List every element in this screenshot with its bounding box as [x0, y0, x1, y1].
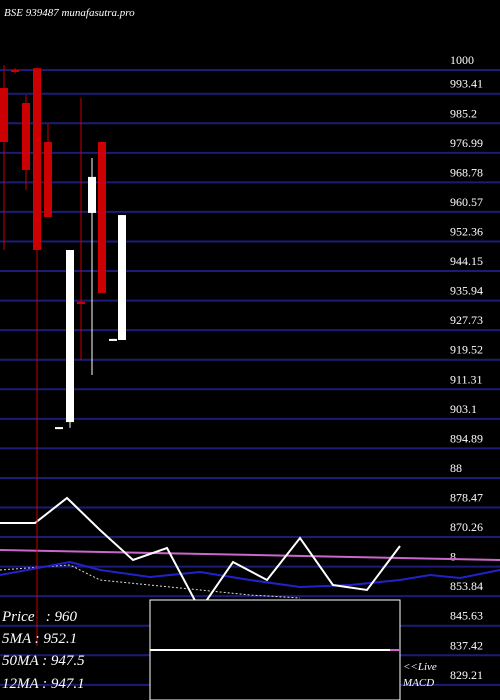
y-tick-label: 960.57: [450, 195, 483, 209]
y-tick-label: 829.21: [450, 668, 483, 682]
macd-label: <<Live: [403, 661, 437, 673]
candle-body: [77, 301, 85, 304]
annotation: Price : 960: [1, 609, 77, 625]
annotation: 50MA : 947.5: [2, 653, 85, 669]
y-tick-label: 870.26: [450, 520, 483, 534]
y-tick-label: 878.47: [450, 491, 483, 505]
y-tick-label: 927.73: [450, 313, 483, 327]
candle-body: [33, 68, 41, 250]
macd-label: MACD: [402, 677, 434, 689]
indicator-line: [0, 564, 301, 599]
y-tick-label: 944.15: [450, 254, 483, 268]
candle-body: [118, 215, 126, 340]
candle-body: [66, 249, 74, 423]
y-tick-label: 1000: [450, 53, 474, 67]
y-tick-label: 919.52: [450, 343, 483, 357]
y-tick-label: 993.41: [450, 77, 483, 91]
candle-body: [55, 427, 63, 430]
candle-body: [98, 141, 106, 293]
y-tick-label: 903.1: [450, 402, 477, 416]
y-tick-label: 968.78: [450, 165, 483, 179]
candle-body: [109, 338, 117, 341]
candle-body: [0, 87, 8, 142]
candle-body: [88, 176, 96, 213]
y-tick-label: 8: [450, 550, 456, 564]
y-tick-label: 88: [450, 461, 462, 475]
annotation: 5MA : 952.1: [2, 631, 77, 647]
y-tick-label: 911.31: [450, 372, 483, 386]
y-tick-label: 845.63: [450, 609, 483, 623]
candle-body: [44, 141, 52, 217]
annotation: 12MA : 947.1: [2, 676, 85, 692]
y-tick-label: 935.94: [450, 284, 483, 298]
y-tick-label: 853.84: [450, 579, 483, 593]
y-tick-label: 837.42: [450, 638, 483, 652]
y-tick-label: 985.2: [450, 106, 477, 120]
y-tick-label: 976.99: [450, 136, 483, 150]
indicator-line: [0, 548, 500, 561]
candle-body: [22, 102, 30, 170]
candle-body: [11, 69, 19, 72]
chart-title: BSE 939487 munafasutra.pro: [4, 7, 135, 19]
y-tick-label: 952.36: [450, 224, 483, 238]
y-tick-label: 894.89: [450, 431, 483, 445]
indicator-line: [0, 560, 500, 588]
